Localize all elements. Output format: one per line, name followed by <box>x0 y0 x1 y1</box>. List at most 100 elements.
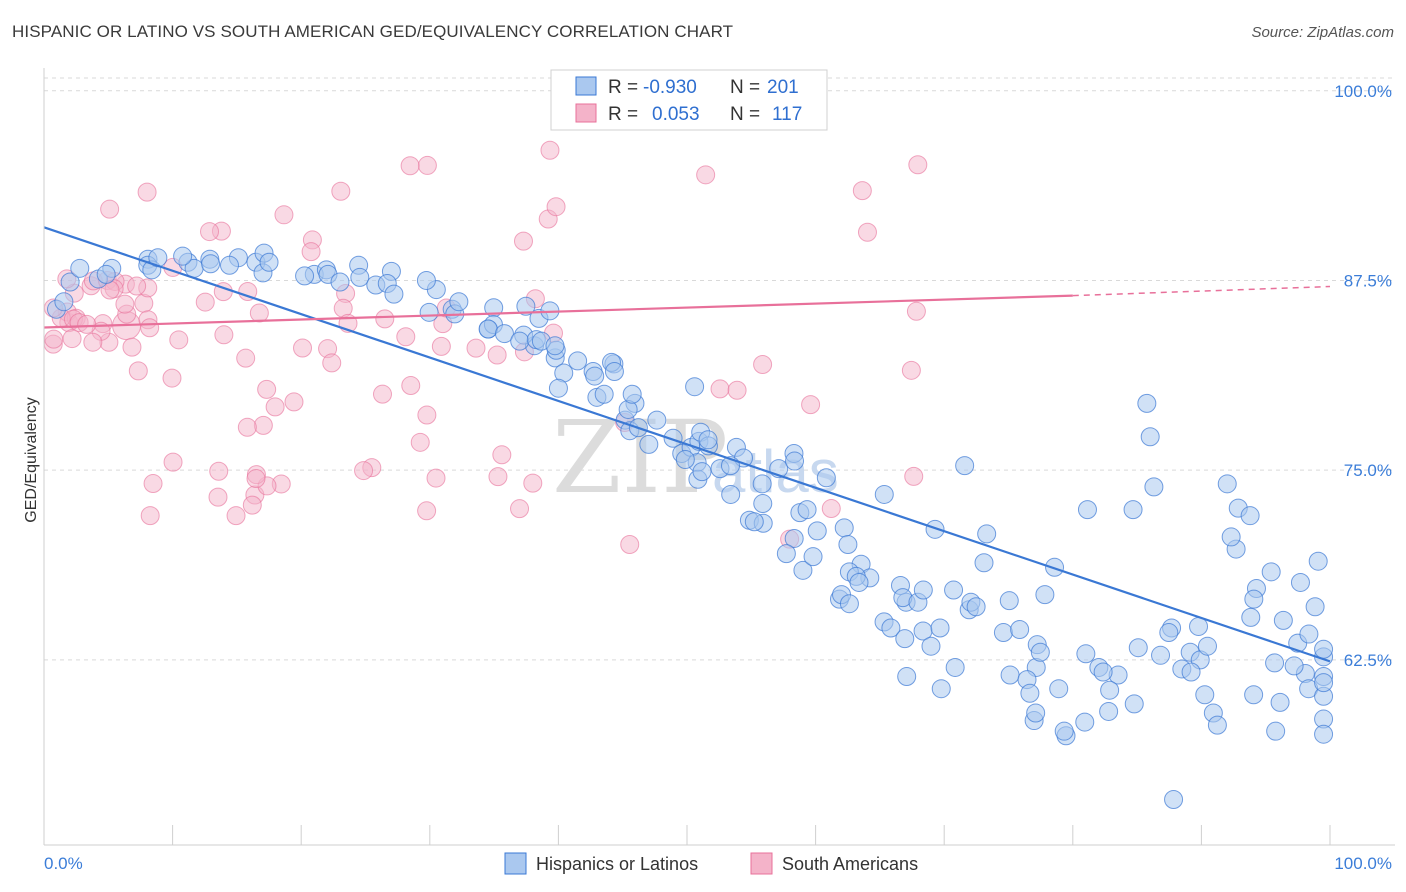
data-point-hispanics <box>753 494 773 514</box>
data-point-hispanics <box>1075 712 1095 732</box>
data-point-south-americans <box>396 327 416 347</box>
data-point-hispanics <box>622 384 642 404</box>
south-americans-points <box>43 140 928 555</box>
trend-line-south-americans <box>43 294 1073 329</box>
data-point-hispanics <box>744 512 764 532</box>
data-point-south-americans <box>137 182 157 202</box>
x-tick-label-max: 100.0% <box>1334 854 1392 873</box>
data-point-hispanics <box>931 679 951 699</box>
data-point-hispanics <box>1314 673 1334 693</box>
data-point-hispanics <box>639 434 659 454</box>
data-point-hispanics <box>1123 500 1143 520</box>
data-point-south-americans <box>301 242 321 262</box>
data-point-hispanics <box>977 524 997 544</box>
data-point-hispanics <box>1290 572 1310 592</box>
data-point-hispanics <box>1314 639 1334 659</box>
data-point-south-americans <box>510 499 530 519</box>
data-point-south-americans <box>852 181 872 201</box>
data-point-south-americans <box>801 395 821 415</box>
data-point-hispanics <box>330 272 350 292</box>
legend-r-label-1: R = <box>608 77 638 98</box>
data-point-south-americans <box>417 155 437 175</box>
y-tick-labels: 62.5% 75.0% 87.5% 100.0% <box>1334 82 1392 670</box>
data-point-south-americans <box>906 301 926 321</box>
trend-line-south-americans-extension <box>1072 285 1331 297</box>
data-point-south-americans <box>284 392 304 412</box>
data-point-hispanics <box>675 450 695 470</box>
data-point-south-americans <box>265 397 285 417</box>
data-point-hispanics <box>1195 685 1215 705</box>
data-point-south-americans <box>140 506 160 526</box>
data-point-south-americans <box>127 276 147 296</box>
data-point-south-americans <box>331 181 351 201</box>
y-axis-label: GED/Equivalency <box>23 397 40 522</box>
correlation-legend: R = -0.930 N = 201 R = 0.053 N = 117 <box>550 69 828 131</box>
data-point-hispanics <box>419 302 439 322</box>
data-point-hispanics <box>925 519 945 539</box>
data-point-hispanics <box>1305 597 1325 617</box>
data-point-south-americans <box>417 405 437 425</box>
data-point-hispanics <box>685 377 705 397</box>
data-point-hispanics <box>1308 551 1328 571</box>
data-point-hispanics <box>1099 701 1119 721</box>
data-point-hispanics <box>173 246 193 266</box>
data-point-hispanics <box>1010 620 1030 640</box>
data-point-south-americans <box>44 329 64 349</box>
data-point-south-americans <box>417 501 437 521</box>
data-point-hispanics <box>793 560 813 580</box>
data-point-south-americans <box>401 376 421 396</box>
data-point-hispanics <box>1181 662 1201 682</box>
data-point-hispanics <box>1000 665 1020 685</box>
data-point-hispanics <box>478 319 498 339</box>
data-point-hispanics <box>816 468 836 488</box>
data-point-hispanics <box>999 591 1019 611</box>
data-point-hispanics <box>955 456 975 476</box>
hispanics-points <box>46 243 1334 809</box>
data-point-hispanics <box>797 500 817 520</box>
data-point-hispanics <box>1217 474 1237 494</box>
data-point-hispanics <box>776 544 796 564</box>
data-point-south-americans <box>249 303 269 323</box>
data-point-south-americans <box>209 461 229 481</box>
data-point-hispanics <box>721 484 741 504</box>
data-point-south-americans <box>523 473 543 493</box>
data-point-south-americans <box>466 338 486 358</box>
data-point-south-americans <box>257 379 277 399</box>
data-point-south-americans <box>513 231 533 251</box>
data-point-south-americans <box>620 535 640 555</box>
data-point-south-americans <box>492 445 512 465</box>
data-point-hispanics <box>930 618 950 638</box>
data-point-hispanics <box>921 636 941 656</box>
data-point-south-americans <box>901 360 921 380</box>
data-point-hispanics <box>1049 679 1069 699</box>
data-point-south-americans <box>200 222 220 242</box>
data-point-hispanics <box>1093 662 1113 682</box>
x-tick-label-min: 0.0% <box>44 854 83 873</box>
y-tick-label: 62.5% <box>1344 651 1392 670</box>
data-point-south-americans <box>100 199 120 219</box>
data-point-hispanics <box>96 264 116 284</box>
data-point-hispanics <box>594 384 614 404</box>
axes <box>43 68 1395 846</box>
data-point-hispanics <box>913 580 933 600</box>
data-point-hispanics <box>974 553 994 573</box>
data-point-hispanics <box>516 296 536 316</box>
trend-line-hispanics <box>43 226 1331 663</box>
data-point-south-americans <box>236 348 256 368</box>
data-point-hispanics <box>548 378 568 398</box>
data-point-hispanics <box>1270 692 1290 712</box>
data-point-hispanics <box>568 351 588 371</box>
data-point-south-americans <box>375 309 395 329</box>
data-point-hispanics <box>1159 623 1179 643</box>
data-point-south-americans <box>426 468 446 488</box>
data-point-hispanics <box>1265 653 1285 673</box>
data-point-hispanics <box>1020 683 1040 703</box>
data-point-hispanics <box>752 474 772 494</box>
data-point-hispanics <box>295 266 315 286</box>
data-point-south-americans <box>83 332 103 352</box>
data-point-hispanics <box>60 272 80 292</box>
data-point-hispanics <box>807 521 827 541</box>
data-point-hispanics <box>784 528 804 548</box>
data-point-hispanics <box>449 292 469 312</box>
